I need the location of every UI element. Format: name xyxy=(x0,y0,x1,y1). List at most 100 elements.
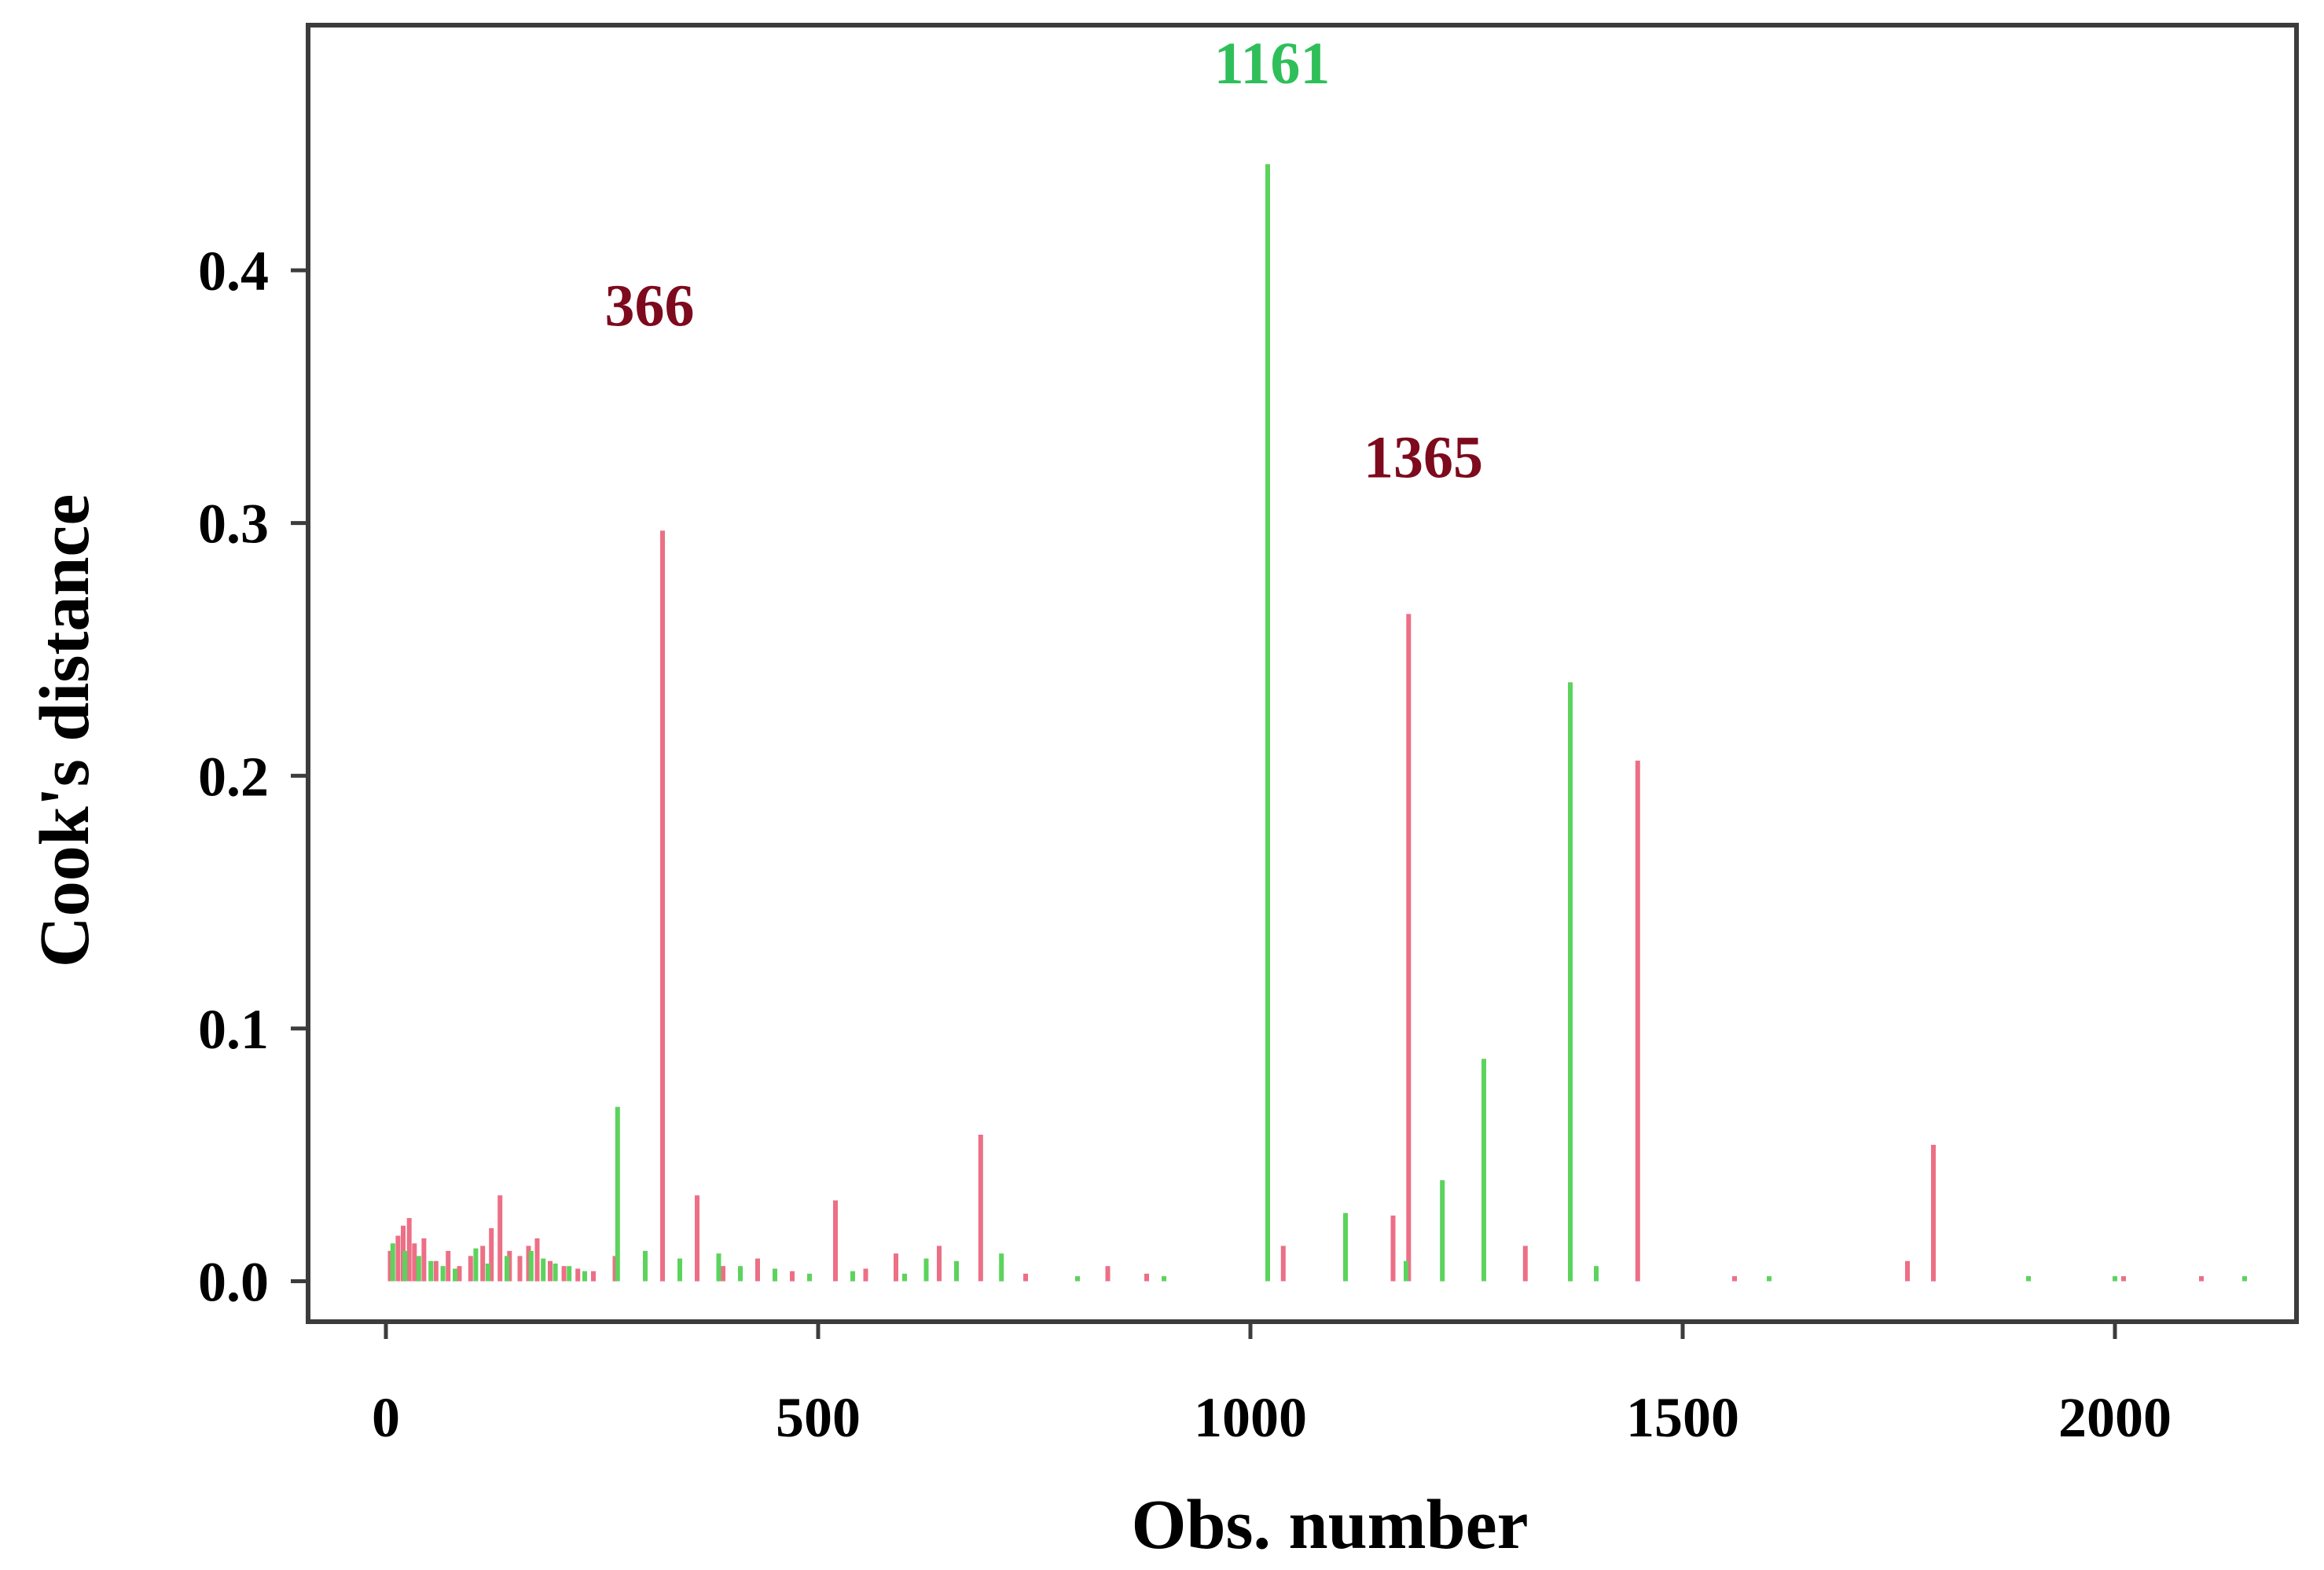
bar-series-2 xyxy=(402,1250,408,1282)
y-tick-label: 0.1 xyxy=(198,998,269,1061)
bar-series-2 xyxy=(473,1248,479,1282)
bar-series-2 xyxy=(1075,1276,1080,1282)
annotations-layer: 366 1161 1365 xyxy=(605,31,1484,491)
bar-series-1 xyxy=(534,1238,540,1282)
bar-series-1 xyxy=(497,1195,503,1282)
bar-series-1 xyxy=(526,1245,531,1282)
bar-series-1 xyxy=(863,1268,868,1282)
bar-series-1 xyxy=(507,1250,512,1282)
x-axis: 0 500 1000 1500 2000 xyxy=(372,1322,2172,1449)
bar-series-2 xyxy=(416,1256,421,1282)
x-tick-label: 500 xyxy=(776,1386,861,1449)
bar-series-1 xyxy=(1390,1215,1396,1282)
bar-series-1 xyxy=(457,1266,462,1282)
bar-series-1 xyxy=(412,1243,417,1282)
bar-series-1 xyxy=(937,1245,942,1282)
bar-series-1 xyxy=(721,1266,725,1282)
bar-series-2 xyxy=(738,1266,743,1282)
bar-series-1 xyxy=(433,1260,439,1282)
x-tick-label: 1500 xyxy=(1626,1386,1739,1449)
bar-series-1 xyxy=(755,1258,760,1282)
bar-series-2 xyxy=(440,1266,446,1282)
bar-series-2 xyxy=(1343,1212,1348,1282)
point-label: 366 xyxy=(605,273,695,339)
bar-series-2 xyxy=(923,1258,929,1282)
bar-series-1 xyxy=(591,1271,596,1282)
bar-series-2 xyxy=(505,1256,509,1282)
bar-series-2 xyxy=(954,1260,959,1282)
bar-series-1 xyxy=(2121,1276,2126,1282)
bar-series-1 xyxy=(695,1195,699,1282)
bar-series-2 xyxy=(807,1273,812,1282)
bar-series-1 xyxy=(489,1228,494,1282)
bar-series-2 xyxy=(615,1106,620,1282)
bar-series-1 xyxy=(387,1250,393,1282)
bar-series-2 xyxy=(567,1266,572,1282)
bar-series-2 xyxy=(773,1268,777,1282)
bar-series-1 xyxy=(1635,761,1640,1282)
bar-series-1 xyxy=(548,1260,553,1282)
bar-series-1 xyxy=(575,1268,581,1282)
bar-series-2 xyxy=(541,1258,546,1282)
bar-series-1 xyxy=(1023,1273,1028,1282)
bar-series-2 xyxy=(1767,1276,1771,1282)
bar-series-2 xyxy=(1481,1058,1486,1282)
point-label: 1161 xyxy=(1214,31,1331,97)
bar-series-1 xyxy=(517,1256,523,1282)
y-axis: 0.0 0.1 0.2 0.3 0.4 xyxy=(198,240,308,1314)
bar-series-1 xyxy=(2199,1276,2204,1282)
bar-series-1 xyxy=(1406,614,1412,1282)
bar-series-2 xyxy=(643,1250,648,1282)
bar-series-1 xyxy=(1522,1245,1528,1282)
bar-series-1 xyxy=(894,1253,898,1282)
bar-series-1 xyxy=(446,1250,451,1282)
bar-series-2 xyxy=(390,1243,395,1282)
bar-series-2 xyxy=(553,1264,558,1282)
bar-series-2 xyxy=(1594,1266,1599,1282)
bar-series-2 xyxy=(453,1268,457,1282)
bar-series-1 xyxy=(612,1256,618,1282)
bar-series-2 xyxy=(2242,1276,2247,1282)
bar-series-2 xyxy=(677,1258,682,1282)
bar-series-1 xyxy=(1105,1266,1111,1282)
bar-series-1 xyxy=(468,1256,473,1282)
plot-frame xyxy=(306,23,2299,1324)
bar-series-2 xyxy=(2026,1276,2031,1282)
x-tick-label: 1000 xyxy=(1194,1386,1307,1449)
x-axis-title: Obs. number xyxy=(1131,1486,1528,1564)
bar-series-2 xyxy=(2113,1276,2117,1282)
bar-series-1 xyxy=(421,1238,427,1282)
y-tick-label: 0.2 xyxy=(198,745,269,808)
bar-series-1 xyxy=(480,1245,486,1282)
bars-layer xyxy=(387,163,2247,1282)
y-tick-label: 0.3 xyxy=(198,493,269,556)
x-tick-label: 0 xyxy=(372,1386,400,1449)
bar-series-1 xyxy=(406,1218,412,1282)
bar-series-1 xyxy=(1144,1273,1149,1282)
bar-series-1 xyxy=(395,1235,401,1282)
bar-series-2 xyxy=(1404,1260,1408,1282)
bar-series-1 xyxy=(978,1135,983,1282)
bar-series-2 xyxy=(902,1273,907,1282)
bar-series-1 xyxy=(1931,1144,1936,1282)
bar-series-1 xyxy=(660,530,665,1282)
x-tick-label: 2000 xyxy=(2058,1386,2172,1449)
bar-series-2 xyxy=(528,1250,534,1282)
bar-series-2 xyxy=(850,1271,855,1282)
y-tick-label: 0.4 xyxy=(198,240,269,303)
y-axis-title: Cook's distance xyxy=(26,494,104,968)
bar-series-2 xyxy=(1162,1276,1166,1282)
point-label: 1365 xyxy=(1364,425,1483,491)
bar-series-1 xyxy=(1732,1276,1737,1282)
bar-series-1 xyxy=(790,1271,795,1282)
bar-series-2 xyxy=(485,1264,490,1282)
bar-series-1 xyxy=(833,1200,838,1282)
bar-series-2 xyxy=(1265,163,1270,1282)
bar-series-2 xyxy=(1568,682,1573,1282)
y-tick-label: 0.0 xyxy=(198,1251,269,1314)
bar-series-2 xyxy=(582,1271,587,1282)
bar-series-1 xyxy=(561,1266,567,1282)
bar-series-2 xyxy=(716,1253,721,1282)
bar-series-1 xyxy=(1905,1260,1910,1282)
